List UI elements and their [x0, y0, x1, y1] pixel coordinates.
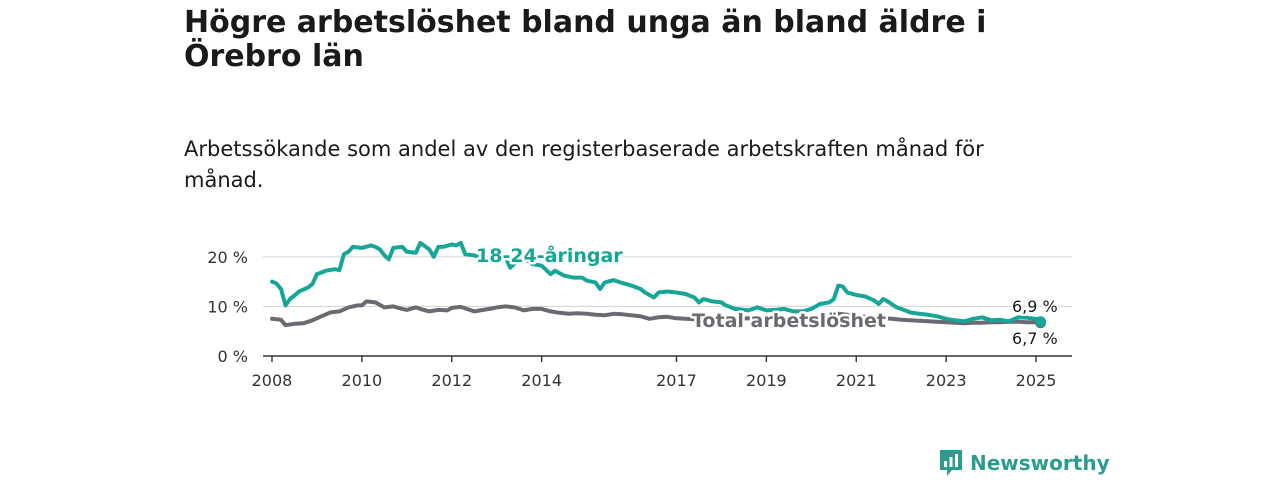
series-line-total	[270, 299, 1043, 328]
series-layer	[270, 240, 1047, 329]
series-label-total: Total arbetslöshet	[692, 310, 886, 332]
brand-logo: Newsworthy	[938, 448, 1110, 478]
newsworthy-logo-icon	[940, 450, 962, 476]
label-layer: 18-24-åringar Total arbetslöshet 6,9 % 6,7 …	[474, 241, 1060, 351]
series-line-youth	[270, 240, 1043, 324]
x-tick-label: 2019	[746, 371, 787, 390]
axis-layer: 0 % 10 % 20 % 2008 2010 2012 2014 2017 2019 2021 2…	[207, 248, 1072, 390]
page-title: Högre arbetslöshet bland unga än bland ä…	[184, 5, 987, 74]
page-subtitle: Arbetssökande som andel av den registerb…	[184, 137, 984, 192]
brand-name: Newsworthy	[970, 451, 1110, 475]
grid-layer	[263, 256, 1072, 307]
x-tick-label: 2023	[926, 371, 967, 390]
end-value-label-total: 6,7 %	[1012, 329, 1058, 348]
x-tick-label: 2010	[342, 371, 383, 390]
series-end-point	[1035, 316, 1047, 328]
x-tick-label: 2008	[252, 371, 293, 390]
x-tick-label: 2025	[1016, 371, 1057, 390]
x-tick-label: 2014	[521, 371, 562, 390]
end-value-label-youth: 6,9 %	[1012, 297, 1058, 316]
x-tick-label: 2017	[656, 371, 697, 390]
x-tick-label: 2021	[836, 371, 877, 390]
y-tick-label: 20 %	[207, 248, 248, 267]
y-tick-label: 0 %	[218, 347, 248, 366]
y-tick-label: 10 %	[207, 297, 248, 316]
x-tick-label: 2012	[431, 371, 472, 390]
series-label-youth: 18-24-åringar	[476, 243, 623, 267]
